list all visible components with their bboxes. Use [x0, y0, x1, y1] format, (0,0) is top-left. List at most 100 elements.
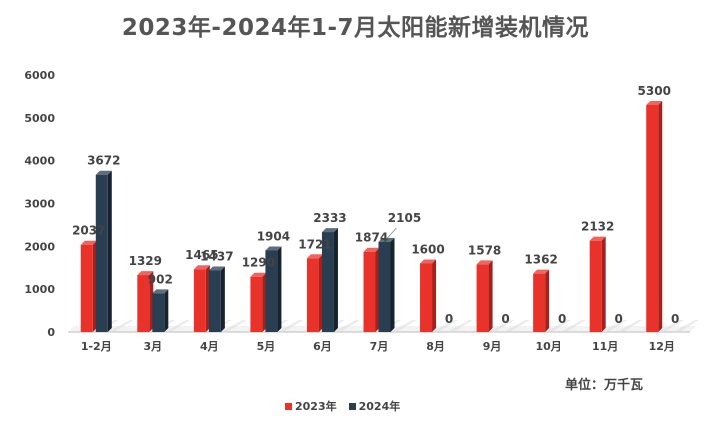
- bar-2023年-7月: [363, 251, 376, 332]
- bar-side: [601, 236, 606, 332]
- label-leader-line: [386, 227, 397, 240]
- x-category-label: 7月: [370, 340, 389, 353]
- data-label: 1290: [242, 256, 275, 270]
- x-category-label: 5月: [257, 340, 276, 353]
- y-tick-label: 2000: [24, 240, 55, 253]
- y-tick-label: 6000: [24, 69, 55, 82]
- y-tick-label: 4000: [24, 155, 55, 168]
- bar-2023年-6月: [306, 258, 319, 332]
- bar-shadow: [616, 320, 643, 332]
- bar-top: [265, 246, 282, 251]
- bar-2024年-4月: [208, 270, 221, 332]
- bar-side: [488, 260, 493, 332]
- bar-top: [80, 240, 97, 245]
- y-tick-label: 1000: [24, 283, 55, 296]
- bar-side: [658, 100, 663, 332]
- bar-shadow: [277, 320, 304, 332]
- y-tick-label: 0: [47, 326, 55, 339]
- bar-2024年-3月: [152, 293, 165, 332]
- bar-2024年-5月: [265, 250, 278, 332]
- bar-side: [277, 246, 282, 332]
- data-label: 0: [615, 312, 623, 326]
- data-label: 5300: [638, 84, 671, 98]
- bar-top: [137, 271, 154, 276]
- data-label: 1578: [468, 243, 501, 257]
- legend-swatch-2024: [348, 402, 356, 410]
- bar-2024年-1-2月: [95, 174, 108, 332]
- x-category-label: 11月: [592, 340, 618, 353]
- bar-shadow: [601, 320, 628, 332]
- bar-2023年-1-2月: [80, 244, 93, 332]
- data-label: 2105: [388, 211, 421, 225]
- x-category-label: 4月: [200, 340, 219, 353]
- legend-item-2024: 2024年: [348, 398, 401, 414]
- bar-side: [432, 259, 437, 332]
- bar-top: [321, 228, 338, 233]
- x-category-label: 6月: [313, 340, 332, 353]
- bar-shadow: [560, 320, 587, 332]
- bar-top: [533, 269, 550, 274]
- bar-shadow: [220, 320, 247, 332]
- bar-top: [250, 272, 267, 277]
- data-label: 0: [501, 312, 509, 326]
- data-label: 1721: [298, 237, 331, 251]
- x-category-label: 1-2月: [81, 340, 112, 353]
- x-category-label: 3月: [143, 340, 162, 353]
- bar-side: [107, 170, 112, 332]
- data-label: 1874: [355, 231, 388, 245]
- bar-shadow: [333, 320, 360, 332]
- bar-2024年-7月: [378, 241, 391, 332]
- bar-top: [363, 247, 380, 252]
- x-category-label: 8月: [426, 340, 445, 353]
- bar-top: [476, 260, 493, 265]
- data-label: 1600: [411, 242, 444, 256]
- data-label: 0: [445, 312, 453, 326]
- y-tick-label: 5000: [24, 112, 55, 125]
- bar-top: [378, 237, 395, 242]
- legend: 2023年 2024年: [285, 398, 400, 414]
- data-label: 902: [148, 272, 173, 286]
- data-label: 1904: [257, 229, 290, 243]
- bar-2024年-6月: [321, 232, 334, 332]
- bar-top: [420, 259, 437, 264]
- data-label: 1329: [129, 254, 162, 268]
- bar-side: [220, 266, 225, 332]
- data-label: 0: [671, 312, 679, 326]
- x-category-label: 12月: [649, 340, 675, 353]
- bar-top: [208, 266, 225, 271]
- bar-shadow: [164, 320, 191, 332]
- bar-side: [390, 237, 395, 332]
- bar-2023年-11月: [589, 240, 602, 332]
- bar-top: [152, 289, 169, 294]
- data-label: 0: [558, 312, 566, 326]
- bar-side: [545, 269, 550, 332]
- legend-swatch-2023: [285, 402, 292, 410]
- data-label: 2132: [581, 220, 614, 234]
- x-category-label: 10月: [535, 340, 561, 353]
- bar-2023年-3月: [137, 275, 150, 332]
- x-category-label: 9月: [483, 340, 502, 353]
- bar-top: [95, 170, 112, 175]
- data-label: 2333: [313, 211, 346, 225]
- legend-label-2023: 2023年: [295, 400, 337, 413]
- data-label: 1437: [200, 249, 233, 263]
- bar-shadow: [447, 320, 474, 332]
- bar-shadow: [503, 320, 530, 332]
- bar-2023年-4月: [193, 269, 206, 332]
- bar-shadow: [658, 320, 685, 332]
- bar-shadow: [432, 320, 459, 332]
- bar-2023年-12月: [646, 104, 659, 332]
- legend-label-2024: 2024年: [358, 400, 401, 413]
- data-label: 3672: [87, 154, 120, 168]
- unit-note: 单位：万千瓦: [565, 378, 644, 393]
- bar-2023年-10月: [533, 273, 546, 332]
- bar-top: [306, 254, 323, 259]
- chart-title: 2023年-2024年1-7月太阳能新增装机情况: [121, 15, 590, 41]
- bar-shadow: [107, 320, 134, 332]
- data-label: 1465: [185, 248, 218, 262]
- bar-layer: [80, 100, 663, 332]
- bar-shadow: [673, 320, 700, 332]
- bar-side: [164, 289, 169, 332]
- legend-item-2023: 2023年: [285, 398, 337, 414]
